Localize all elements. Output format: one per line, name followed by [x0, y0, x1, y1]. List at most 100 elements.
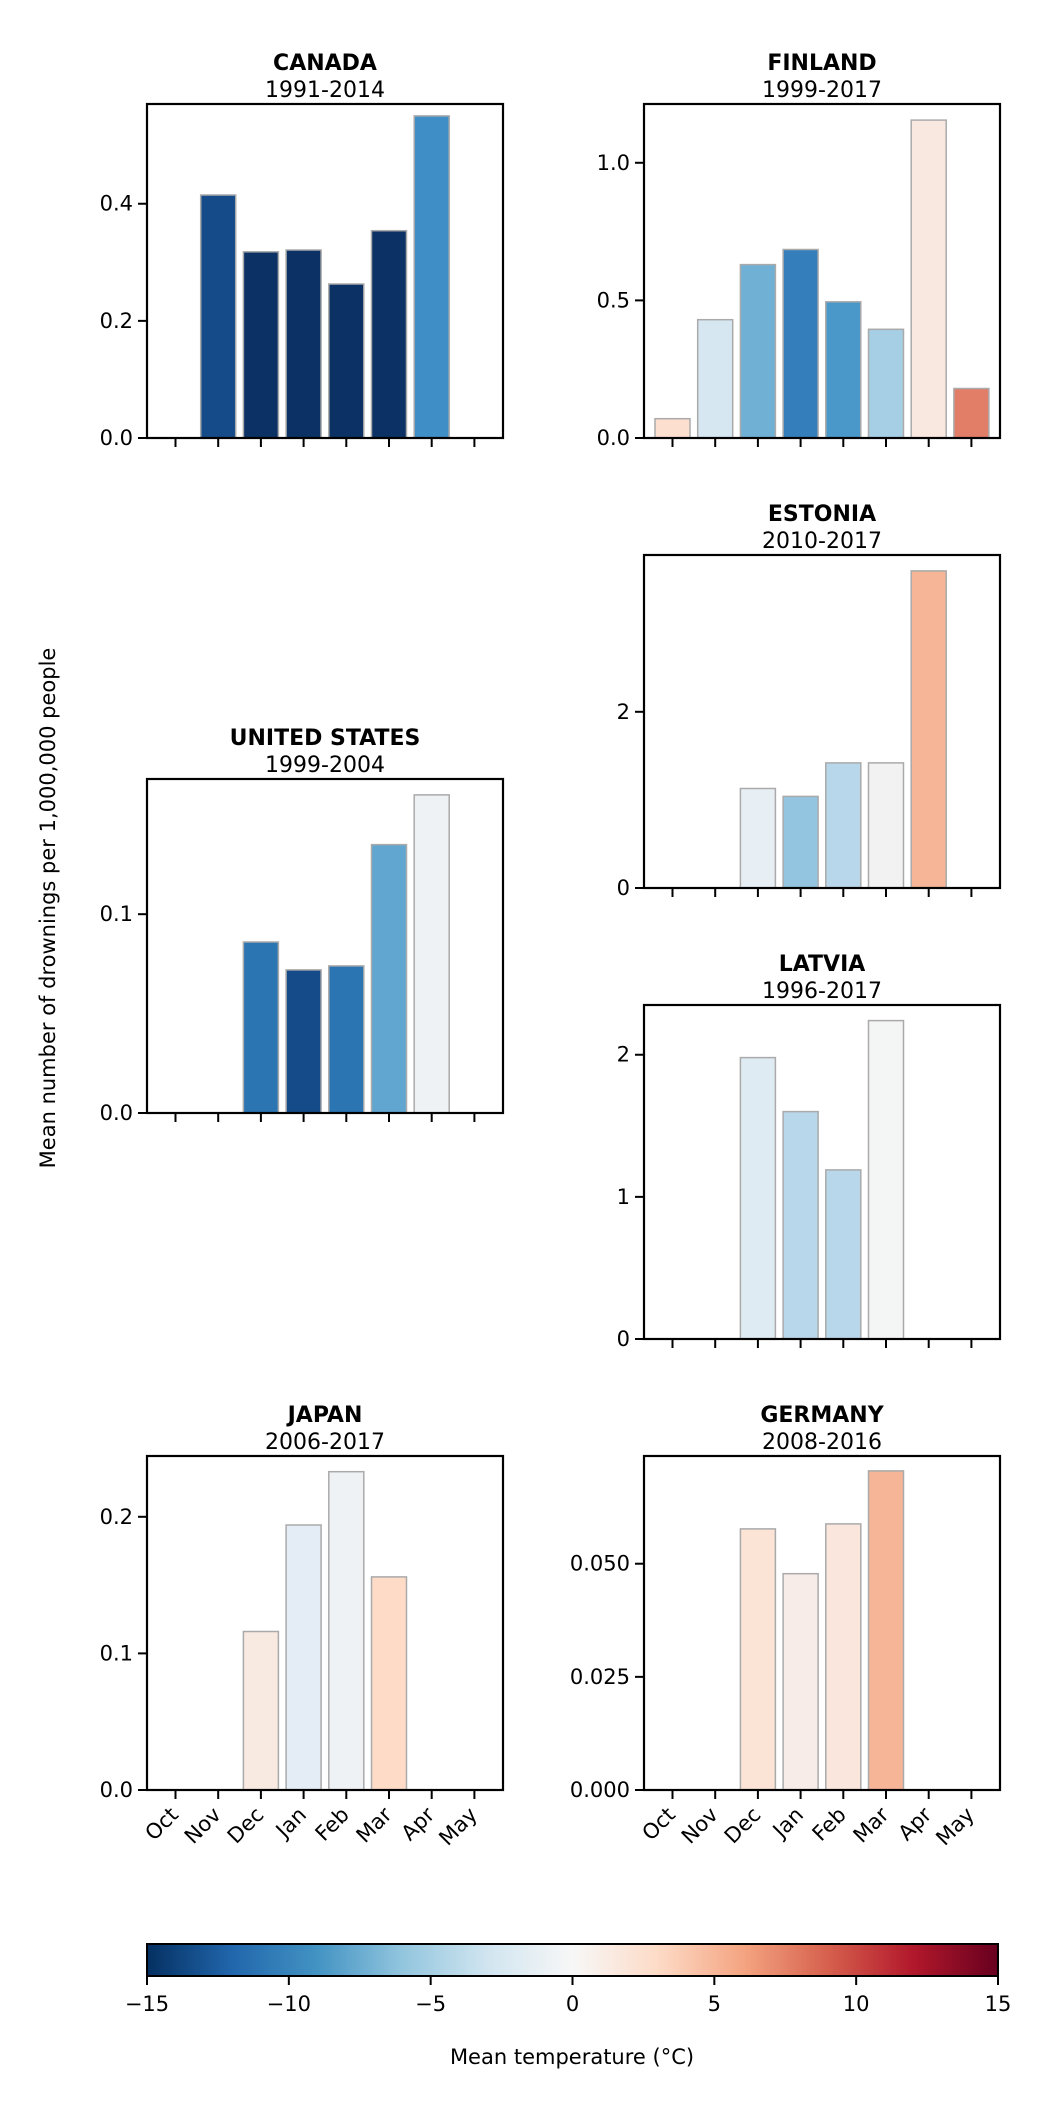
bar-dec — [242, 251, 280, 439]
bar-jan — [782, 1110, 819, 1340]
panel-title: UNITED STATES — [230, 726, 421, 751]
panel-title: FINLAND — [767, 51, 876, 76]
y-tick-label: 2 — [617, 700, 630, 724]
colorbar-tick-label: 10 — [843, 1992, 870, 2016]
x-tick-label: Nov — [677, 1803, 723, 1849]
colorbar-tick-label: −15 — [125, 1992, 169, 2016]
x-tick-label: Dec — [223, 1803, 269, 1849]
y-tick-label: 0 — [617, 876, 630, 900]
colorbar-tick-label: 0 — [566, 1992, 579, 2016]
x-tick-label: Feb — [311, 1803, 354, 1846]
y-tick-label: 0.1 — [100, 1641, 133, 1665]
panel-title: LATVIA — [779, 952, 866, 977]
bar-apr — [413, 794, 450, 1114]
bar-dec — [242, 1630, 280, 1791]
y-tick-label: 0.2 — [100, 309, 133, 333]
x-tick-label: Oct — [637, 1803, 680, 1846]
bar-jan — [782, 795, 819, 889]
y-tick-label: 0 — [617, 1327, 630, 1351]
bar-feb — [825, 1169, 862, 1340]
latvia-panel: LATVIA 1996-2017 0 1 2 — [617, 952, 1002, 1351]
panel-subtitle: 2008-2016 — [762, 1430, 882, 1455]
bar-feb — [328, 283, 365, 439]
bar-jan — [782, 248, 819, 439]
canada-panel: CANADA 1991-2014 0.0 0.2 0.4 — [100, 51, 505, 450]
bar-nov — [199, 194, 237, 439]
axes-frame — [642, 553, 1002, 890]
y-tick-label: 0.000 — [570, 1778, 630, 1802]
estonia-panel: ESTONIA 2010-2017 0 2 — [617, 502, 1002, 900]
bar-feb — [825, 762, 862, 889]
panel-title: ESTONIA — [768, 502, 876, 527]
bar-mar — [867, 328, 905, 439]
colorbar: Mean temperature (°C) −15 −10 −5 0 5 10 15 — [125, 1943, 1012, 2069]
panel-subtitle: 1991-2014 — [265, 78, 385, 103]
germany-panel: GERMANY 2008-2016 0.000 0.025 0.050 OctNovD… — [570, 1403, 1002, 1851]
bar-nov — [696, 318, 734, 439]
x-tick-label: Mar — [849, 1802, 894, 1847]
bar-dec — [242, 941, 280, 1114]
panel-subtitle: 2010-2017 — [762, 529, 882, 554]
bar-jan — [285, 1524, 322, 1791]
bar-mar — [370, 843, 408, 1114]
y-tick-label: 0.025 — [570, 1665, 630, 1689]
y-tick-label: 1 — [617, 1185, 630, 1209]
panel-title: GERMANY — [760, 1403, 884, 1428]
bar-jan — [285, 249, 322, 439]
bar-feb — [825, 1523, 862, 1791]
colorbar-label: Mean temperature (°C) — [450, 2045, 694, 2069]
panel-title: JAPAN — [286, 1403, 363, 1428]
y-tick-label: 0.4 — [100, 192, 133, 216]
finland-panel: FINLAND 1999-2017 0.0 0.5 1.0 — [597, 51, 1002, 450]
bar-mar — [867, 1019, 905, 1340]
bar-dec — [739, 787, 777, 889]
colorbar-tick-label: 15 — [985, 1992, 1012, 2016]
bar-dec — [739, 1528, 777, 1791]
y-tick-label: 0.0 — [100, 1101, 133, 1125]
bar-jan — [782, 1572, 819, 1791]
bar-apr — [910, 570, 947, 889]
x-tick-label: Dec — [720, 1803, 766, 1849]
bar-dec — [739, 263, 777, 439]
bar-mar — [370, 229, 408, 439]
x-tick-label: Jan — [270, 1803, 311, 1844]
bar-feb — [328, 1470, 365, 1791]
colorbar-tick-label: −10 — [267, 1992, 311, 2016]
x-tick-label: May — [931, 1803, 979, 1851]
panel-subtitle: 1999-2017 — [762, 78, 882, 103]
bar-oct — [654, 417, 691, 439]
bar-jan — [285, 969, 322, 1114]
x-tick-label: Apr — [397, 1802, 440, 1845]
y-tick-label: 0.0 — [597, 426, 630, 450]
x-tick-label: Mar — [352, 1802, 397, 1847]
axes-frame — [642, 1454, 1002, 1792]
bar-mar — [867, 1470, 905, 1791]
y-tick-label: 0.2 — [100, 1505, 133, 1529]
y-tick-label: 0.050 — [570, 1552, 630, 1576]
y-tick-label: 0.0 — [100, 426, 133, 450]
colorbar-gradient — [146, 1943, 999, 1977]
y-tick-label: 1.0 — [597, 151, 630, 175]
axes-frame — [642, 102, 1002, 440]
panel-subtitle: 1996-2017 — [762, 979, 882, 1004]
x-tick-label: Apr — [894, 1802, 937, 1845]
bar-apr — [910, 119, 947, 439]
bar-feb — [328, 965, 365, 1114]
x-tick-label: Feb — [808, 1803, 851, 1846]
x-tick-label: Nov — [180, 1803, 226, 1849]
panel-title: CANADA — [273, 51, 377, 76]
y-tick-label: 0.5 — [597, 288, 630, 312]
colorbar-tick-label: 5 — [708, 1992, 721, 2016]
bar-mar — [370, 1576, 408, 1791]
y-axis-label: Mean number of drownings per 1,000,000 p… — [36, 648, 60, 1169]
axes-frame — [145, 102, 505, 440]
x-tick-label: Jan — [767, 1803, 808, 1844]
united-states-panel: UNITED STATES 1999-2004 0.0 0.1 — [100, 726, 505, 1125]
y-tick-label: 0.1 — [100, 902, 133, 926]
axes-frame — [145, 1454, 505, 1792]
y-tick-label: 0.0 — [100, 1778, 133, 1802]
x-tick-label: May — [434, 1803, 482, 1851]
bar-mar — [867, 762, 905, 889]
